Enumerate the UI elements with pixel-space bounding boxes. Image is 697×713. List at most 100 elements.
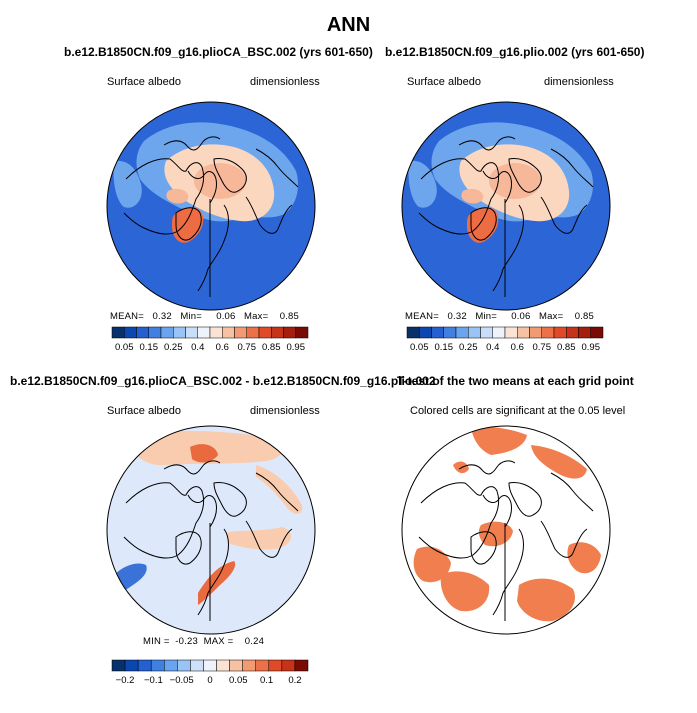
panel3-coastline-7 — [255, 472, 299, 512]
figure-title: ANN — [326, 14, 371, 36]
panel2-colorbar-color-box-14 — [578, 326, 591, 339]
panel1-coastline-6 — [163, 136, 221, 151]
panel2-colorbar-color-box-12 — [553, 326, 567, 339]
panel1-colorbar-tick-label-1: 0.15 — [140, 342, 159, 353]
panel1-coastlines — [123, 136, 299, 297]
panel1-coastline-7 — [255, 148, 299, 188]
panel1-coastline-2 — [175, 207, 202, 241]
panel3-colorbar-color-box-8 — [216, 659, 230, 672]
panel2-max-value: 0.85 — [574, 311, 594, 322]
panel2-coastline-1 — [482, 170, 512, 204]
panel2-min-label: Min= — [475, 311, 498, 322]
panel2-colorbar-tick-label-0: 0.05 — [410, 342, 429, 353]
panel2-polar-map — [401, 101, 611, 311]
panel1-colorbar-color-box-4 — [160, 326, 174, 339]
panel2-land-mid-region-west — [408, 160, 437, 208]
panel3-colorbar-tick-label-6: 0.2 — [288, 675, 301, 686]
panel1-colorbar-color-box-2 — [136, 326, 149, 339]
panel2-coastline-4 — [492, 204, 524, 292]
panel2-colorbar-color-box-5 — [468, 326, 481, 339]
panel2-colorbar-tick-label-3: 0.4 — [486, 342, 499, 353]
panel1-max-label: Max= — [244, 311, 269, 322]
panel3-positive-northeast — [256, 465, 303, 514]
panel3-colorbar-tick-label-5: 0.1 — [260, 675, 273, 686]
panel4-significant-region-2 — [413, 546, 451, 583]
panel2-colorbar-tick-label-5: 0.75 — [533, 342, 552, 353]
panel3-colorbar-color-box-9 — [229, 659, 243, 672]
panel4-significant-region-6 — [567, 542, 601, 574]
panel3-colorbar-color-box-13 — [281, 659, 296, 672]
panel1-coastline-0 — [123, 158, 205, 235]
panel1-colorbar-tick-label-0: 0.05 — [115, 342, 134, 353]
panel2-colorbar: 0.05 0.15 0.25 0.4 0.6 0.75 0.85 0.95 — [406, 326, 604, 353]
panel3-colorbar-tick-label-2: −0.05 — [170, 675, 194, 686]
panel3-positive-east — [226, 527, 292, 550]
panel1-mean-label: MEAN= — [110, 311, 144, 322]
panel3-coastline-5 — [245, 520, 293, 558]
panel4-coastline-0 — [418, 482, 500, 559]
panel1-colorbar-tick-label-5: 0.75 — [238, 342, 257, 353]
panel1-colorbar-color-box-1 — [124, 326, 137, 339]
panel1-colorbar-color-box-6 — [185, 326, 198, 339]
panel1-coastline-4 — [197, 204, 229, 292]
panel3-colorbar-color-box-0 — [111, 659, 126, 672]
panel3-coastline-6 — [163, 460, 221, 475]
panel2-mean-value: 0.32 — [447, 311, 467, 322]
panel1-max-value: 0.85 — [279, 311, 299, 322]
panel1-title: b.e12.B1850CN.f09_g16.plioCA_BSC.002 (yr… — [64, 45, 373, 59]
panel1-coastline-3 — [213, 158, 247, 193]
panel2-colorbar-color-box-1 — [419, 326, 432, 339]
panel4-significant-region-3 — [440, 571, 490, 612]
panel4-coastline-3 — [508, 482, 542, 517]
panel3-colorbar-tick-label-4: 0.05 — [229, 675, 248, 686]
panel1-variable: Surface albedo — [107, 76, 181, 88]
panel1-coastline-5 — [245, 196, 293, 234]
panel4-coastline-6 — [458, 460, 516, 475]
panel2-coastline-2 — [470, 207, 497, 241]
panel1-min-label: Min= — [180, 311, 203, 322]
panel1-colorbar: 0.05 0.15 0.25 0.4 0.6 0.75 0.85 0.95 — [111, 326, 309, 353]
panel1-colorbar-color-box-3 — [148, 326, 162, 339]
panel2-coastline-7 — [550, 148, 594, 188]
panel4-significant-region-4 — [478, 521, 513, 547]
panel2-ice-core — [489, 163, 541, 199]
panel1-colorbar-color-box-11 — [246, 326, 260, 339]
panel1-colorbar-tick-label-4: 0.6 — [216, 342, 229, 353]
panel3-max-value: 0.24 — [244, 636, 265, 647]
panel2-colorbar-tick-label-6: 0.85 — [557, 342, 576, 353]
panel2-coastline-6 — [458, 136, 516, 151]
panel3-colorbar-tick-label-3: 0 — [207, 675, 212, 686]
panel1-colorbar-tick-label-2: 0.25 — [164, 342, 183, 353]
panel3-colorbar-color-box-7 — [203, 659, 217, 672]
panel1-colorbar-color-box-5 — [173, 326, 186, 339]
panel1-mean-value: 0.32 — [152, 311, 172, 322]
panel4-caption: Colored cells are significant at the 0.0… — [410, 405, 626, 417]
panel4-significant-region-1 — [531, 445, 587, 479]
panel3-colorbar-color-box-10 — [242, 659, 256, 672]
panel3-polar-map — [106, 425, 316, 635]
panel4-coastline-4 — [492, 528, 524, 616]
panel1-colorbar-color-box-14 — [283, 326, 296, 339]
panel1-colorbar-color-box-10 — [234, 326, 247, 339]
panel3-colorbar-tick-label-0: −0.2 — [116, 675, 135, 686]
panel3-map-border — [106, 425, 316, 635]
panel2-max-label: Max= — [539, 311, 564, 322]
panel2-colorbar-color-box-3 — [443, 326, 457, 339]
panel4-polar-map — [401, 425, 611, 635]
panel3-coastline-0 — [123, 482, 205, 559]
panel3-colorbar-tick-label-1: −0.1 — [144, 675, 163, 686]
panel2-archipelago-ice — [461, 188, 484, 204]
panel2-colorbar-color-box-6 — [480, 326, 493, 339]
panel4-significant-region-7 — [453, 461, 469, 474]
panel1-ice-core — [194, 163, 246, 199]
panel1-colorbar-tick-label-3: 0.4 — [191, 342, 204, 353]
panel1-units: dimensionless — [250, 76, 320, 88]
panel3-title: b.e12.B1850CN.f09_g16.plioCA_BSC.002 - b… — [10, 374, 436, 388]
panel2-map-border — [401, 101, 611, 311]
panel2-min-value: 0.06 — [511, 311, 531, 322]
panel2-colorbar-color-box-15 — [590, 326, 604, 339]
panel2-colorbar-color-box-13 — [566, 326, 579, 339]
panel4-map-border — [401, 425, 611, 635]
panel1-colorbar-color-box-12 — [258, 326, 272, 339]
panel1-coastline-1 — [187, 170, 217, 204]
